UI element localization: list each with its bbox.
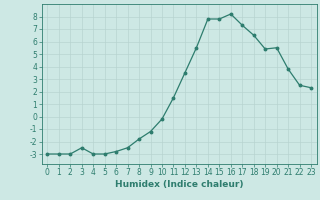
X-axis label: Humidex (Indice chaleur): Humidex (Indice chaleur) bbox=[115, 180, 244, 189]
